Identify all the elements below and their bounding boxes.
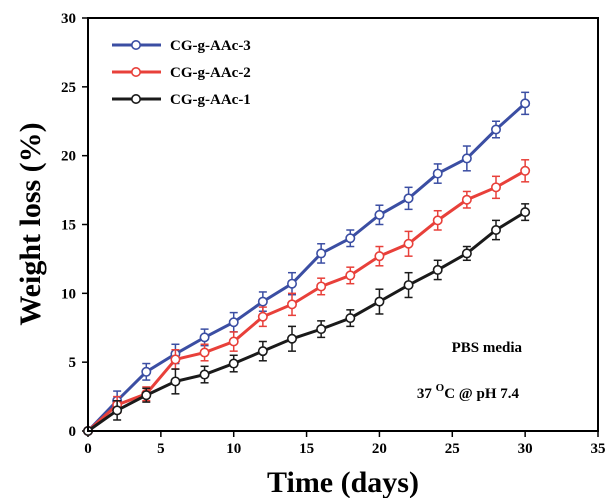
annotation-condition-rest: C @ pH 7.4 xyxy=(444,386,519,402)
data-point xyxy=(316,281,327,292)
legend-label: CG-g-AAc-2 xyxy=(170,65,251,81)
plot-frame xyxy=(87,17,599,432)
data-point xyxy=(345,233,356,244)
y-tick-label: 5 xyxy=(69,355,77,371)
y-tick-label: 25 xyxy=(61,80,76,96)
series-line xyxy=(86,102,527,433)
data-point xyxy=(199,347,210,358)
data-point xyxy=(520,98,531,109)
data-point xyxy=(490,225,501,236)
y-tick-label: 30 xyxy=(61,11,76,27)
x-tick-label: 5 xyxy=(157,441,165,457)
annotation-conditions: 37 OC @ pH 7.4 xyxy=(417,382,520,402)
data-point xyxy=(286,278,297,289)
data-point xyxy=(228,358,239,369)
annotation-media: PBS media xyxy=(452,340,523,356)
data-point xyxy=(228,317,239,328)
series-CG-g-AAc-3 xyxy=(83,91,531,436)
annotation-degree: O xyxy=(436,382,445,394)
data-point xyxy=(141,366,152,377)
data-point xyxy=(199,332,210,343)
data-point xyxy=(432,264,443,275)
x-tick-label: 25 xyxy=(445,441,460,457)
data-point xyxy=(520,207,531,218)
legend-label: CG-g-AAc-3 xyxy=(170,38,251,54)
y-tick-label: 10 xyxy=(61,286,76,302)
y-tick-label: 15 xyxy=(61,218,76,234)
data-point xyxy=(316,248,327,259)
data-point xyxy=(374,251,385,262)
legend-label: CG-g-AAc-1 xyxy=(170,92,251,108)
data-point xyxy=(170,376,181,387)
series-CG-g-AAc-1 xyxy=(83,203,531,436)
data-point xyxy=(286,299,297,310)
legend-marker xyxy=(131,67,142,78)
data-point xyxy=(112,405,123,416)
data-point xyxy=(316,324,327,335)
data-point xyxy=(199,369,210,380)
data-point xyxy=(403,280,414,291)
axis-ticks: 0 5 10 15 20 25 30 35 0 5 10 15 20 25 30 xyxy=(61,11,606,457)
data-point xyxy=(286,333,297,344)
data-point xyxy=(170,354,181,365)
y-axis-label: Weight loss (%) xyxy=(14,122,47,325)
data-point xyxy=(257,296,268,307)
annotation-temp: 37 xyxy=(417,386,436,402)
y-tick-label: 0 xyxy=(69,424,77,440)
data-point xyxy=(257,311,268,322)
series-layer xyxy=(83,91,531,436)
data-point xyxy=(432,168,443,179)
data-point xyxy=(141,390,152,401)
data-point xyxy=(520,165,531,176)
legend: CG-g-AAc-3 CG-g-AAc-2 CG-g-AAc-1 xyxy=(112,38,251,108)
x-tick-label: 35 xyxy=(591,441,606,457)
data-point xyxy=(374,209,385,220)
data-point xyxy=(345,313,356,324)
data-point xyxy=(228,336,239,347)
data-point xyxy=(432,215,443,226)
series-line xyxy=(87,210,526,433)
data-point xyxy=(345,270,356,281)
legend-marker xyxy=(131,39,142,50)
x-tick-label: 15 xyxy=(299,441,314,457)
x-axis-label: Time (days) xyxy=(267,466,419,498)
legend-marker xyxy=(131,94,142,105)
data-point xyxy=(461,194,472,205)
data-point xyxy=(257,346,268,357)
data-point xyxy=(374,296,385,307)
y-tick-label: 20 xyxy=(61,149,76,165)
data-point xyxy=(403,193,414,204)
data-point xyxy=(403,238,414,249)
x-tick-label: 10 xyxy=(226,441,241,457)
series-line xyxy=(86,169,526,433)
data-point xyxy=(490,182,501,193)
data-point xyxy=(461,248,472,259)
x-tick-label: 30 xyxy=(518,441,533,457)
data-point xyxy=(461,153,472,164)
data-point xyxy=(490,124,501,135)
x-tick-label: 20 xyxy=(372,441,387,457)
x-tick-label: 0 xyxy=(84,441,92,457)
